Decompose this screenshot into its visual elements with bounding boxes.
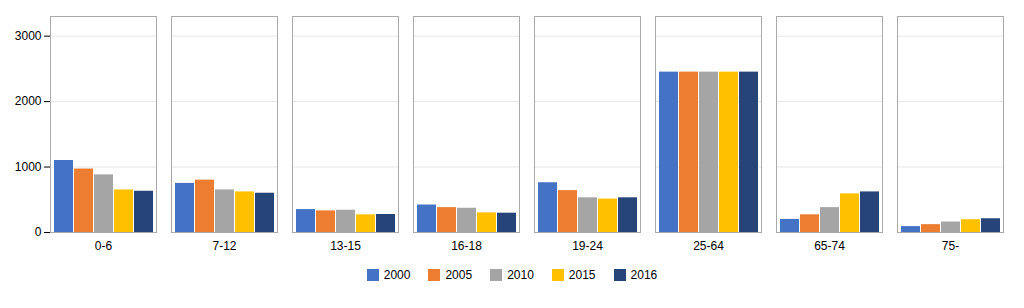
svg-text:0: 0 xyxy=(35,225,42,239)
svg-text:1000: 1000 xyxy=(15,160,42,174)
svg-text:2000: 2000 xyxy=(15,94,42,108)
svg-text:13-15: 13-15 xyxy=(330,239,361,253)
svg-text:19-24: 19-24 xyxy=(572,239,603,253)
svg-text:75-: 75- xyxy=(942,239,959,253)
html-text:2000: 2000 xyxy=(383,268,411,282)
html-text:2010: 2010 xyxy=(507,268,534,282)
svg-text:7-12: 7-12 xyxy=(212,239,236,253)
html-text:2005: 2005 xyxy=(445,268,473,282)
svg-text:0-6: 0-6 xyxy=(95,239,113,253)
svg-text:3000: 3000 xyxy=(15,29,42,43)
html-text:2016: 2016 xyxy=(630,268,658,282)
svg-text:16-18: 16-18 xyxy=(451,239,482,253)
html-text:2015: 2015 xyxy=(568,268,596,282)
svg-text:65-74: 65-74 xyxy=(814,239,845,253)
svg-text:25-64: 25-64 xyxy=(693,239,724,253)
